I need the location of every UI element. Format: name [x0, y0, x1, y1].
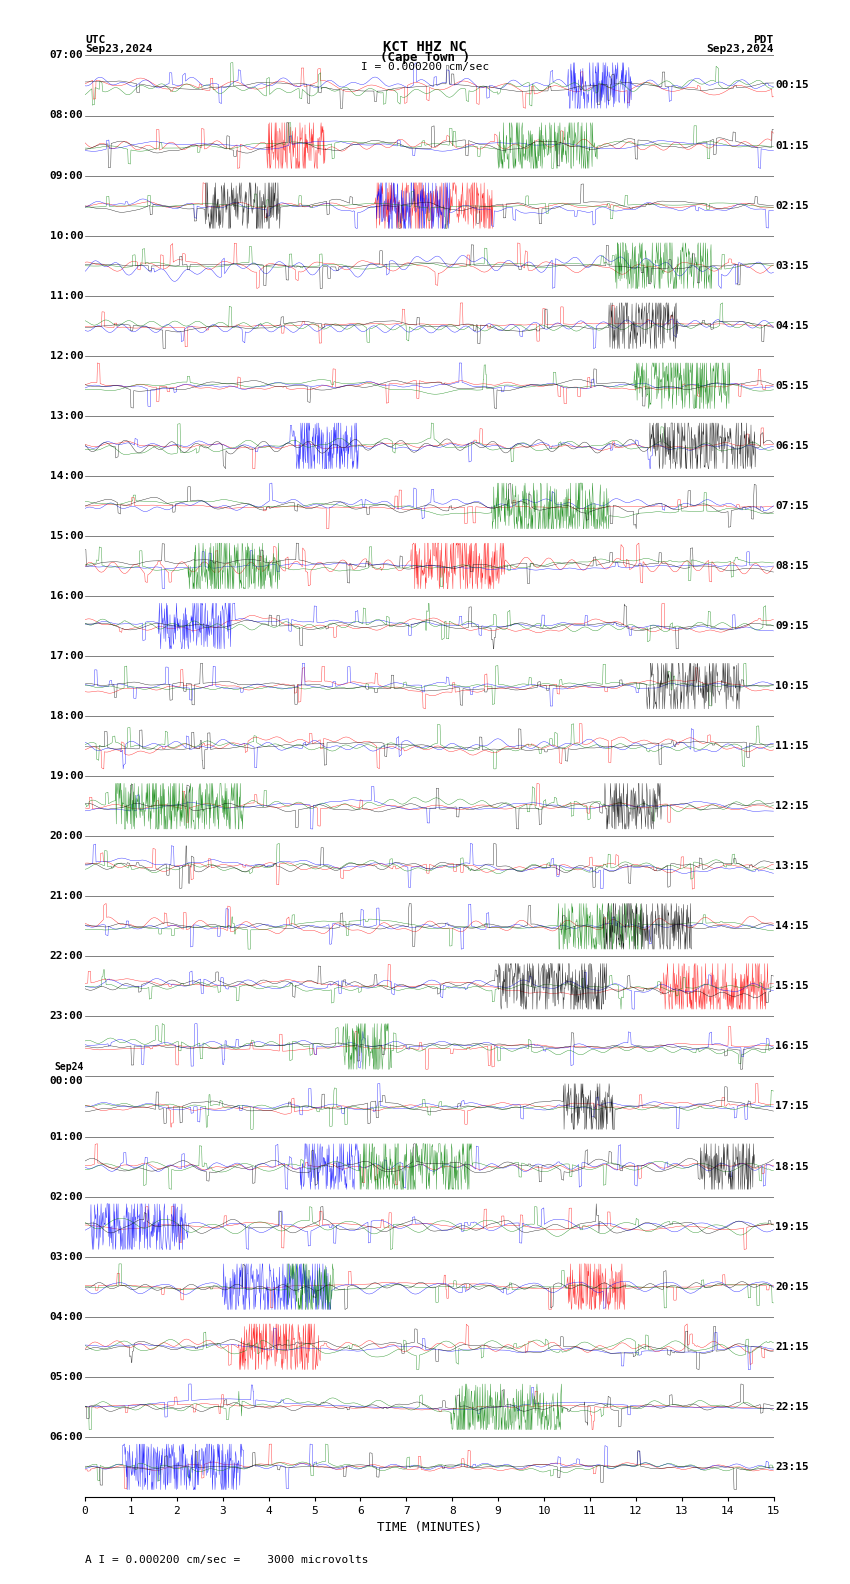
Text: 03:00: 03:00: [49, 1251, 83, 1261]
Text: 00:15: 00:15: [775, 81, 809, 90]
Text: 22:15: 22:15: [775, 1402, 809, 1411]
Text: 11:15: 11:15: [775, 741, 809, 751]
Text: 15:00: 15:00: [49, 531, 83, 540]
Text: KCT HHZ NC: KCT HHZ NC: [383, 40, 467, 54]
Text: 09:15: 09:15: [775, 621, 809, 630]
Text: A I = 0.000200 cm/sec =    3000 microvolts: A I = 0.000200 cm/sec = 3000 microvolts: [85, 1555, 369, 1565]
Text: 22:00: 22:00: [49, 952, 83, 961]
Text: 12:00: 12:00: [49, 350, 83, 361]
Text: 19:15: 19:15: [775, 1221, 809, 1232]
Text: 00:00: 00:00: [49, 1077, 83, 1087]
Text: 18:00: 18:00: [49, 711, 83, 721]
Text: 05:00: 05:00: [49, 1372, 83, 1381]
Text: 17:15: 17:15: [775, 1101, 809, 1112]
Text: 12:15: 12:15: [775, 802, 809, 811]
Text: 10:00: 10:00: [49, 231, 83, 241]
Text: 07:15: 07:15: [775, 501, 809, 512]
Text: I = 0.000200 cm/sec: I = 0.000200 cm/sec: [361, 62, 489, 71]
Text: 02:00: 02:00: [49, 1191, 83, 1202]
Text: 04:00: 04:00: [49, 1312, 83, 1321]
Text: 13:00: 13:00: [49, 410, 83, 421]
Text: 01:00: 01:00: [49, 1131, 83, 1142]
Text: 06:15: 06:15: [775, 440, 809, 451]
Text: 20:15: 20:15: [775, 1281, 809, 1291]
Text: 14:15: 14:15: [775, 922, 809, 931]
Text: 21:15: 21:15: [775, 1342, 809, 1351]
Text: 18:15: 18:15: [775, 1161, 809, 1172]
Text: 23:15: 23:15: [775, 1462, 809, 1472]
Text: UTC: UTC: [85, 35, 105, 44]
Text: (Cape Town ): (Cape Town ): [380, 51, 470, 63]
Text: 23:00: 23:00: [49, 1012, 83, 1022]
Text: 17:00: 17:00: [49, 651, 83, 661]
Text: 13:15: 13:15: [775, 862, 809, 871]
Text: 11:00: 11:00: [49, 291, 83, 301]
Text: 08:00: 08:00: [49, 111, 83, 120]
Text: 16:15: 16:15: [775, 1041, 809, 1052]
Text: 14:00: 14:00: [49, 470, 83, 482]
Text: 01:15: 01:15: [775, 141, 809, 150]
Text: 07:00: 07:00: [49, 51, 83, 60]
Text: Sep24: Sep24: [54, 1061, 83, 1072]
Text: 19:00: 19:00: [49, 771, 83, 781]
Text: Sep23,2024: Sep23,2024: [85, 44, 152, 54]
Text: 06:00: 06:00: [49, 1432, 83, 1441]
Text: 02:15: 02:15: [775, 201, 809, 211]
Text: 10:15: 10:15: [775, 681, 809, 691]
Text: 08:15: 08:15: [775, 561, 809, 570]
Text: 20:00: 20:00: [49, 832, 83, 841]
X-axis label: TIME (MINUTES): TIME (MINUTES): [377, 1522, 482, 1535]
Text: 04:15: 04:15: [775, 320, 809, 331]
Text: 09:00: 09:00: [49, 171, 83, 181]
Text: 05:15: 05:15: [775, 380, 809, 391]
Text: 15:15: 15:15: [775, 982, 809, 992]
Text: Sep23,2024: Sep23,2024: [706, 44, 774, 54]
Text: 16:00: 16:00: [49, 591, 83, 600]
Text: 03:15: 03:15: [775, 261, 809, 271]
Text: 21:00: 21:00: [49, 892, 83, 901]
Text: PDT: PDT: [753, 35, 774, 44]
